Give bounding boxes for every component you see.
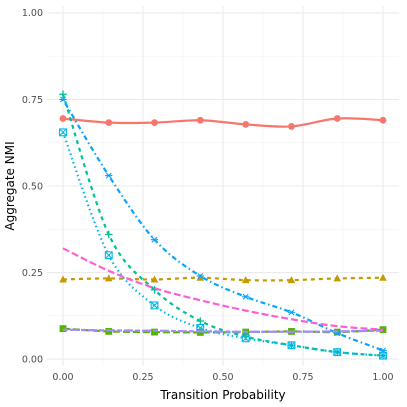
series-5-line [61,131,384,357]
triangle-marker [104,274,113,282]
asterisk-marker [379,347,387,354]
circle-marker [379,116,387,124]
asterisk-marker [150,236,159,243]
series-8-line [62,247,384,331]
circle-marker [105,119,113,127]
square-cross-marker [150,301,159,310]
circle-marker [288,123,295,130]
square-cross-marker [379,351,387,360]
x-tick-label: 1.00 [372,372,393,383]
circle-marker [333,115,341,122]
circle-marker [242,120,250,128]
x-tick-label: 0.50 [212,372,233,383]
square-cross-marker [333,348,342,357]
series-2 [59,273,387,284]
square-marker [151,328,158,336]
major-gridlines [47,6,399,366]
cross-marker [59,90,67,99]
square-cross-marker [59,128,67,137]
series-layer [59,90,387,360]
y-tick-label: 0.50 [22,181,43,192]
series-1 [59,115,387,130]
triangle-marker [241,276,250,284]
series-5 [59,128,387,360]
series-7 [62,328,384,333]
asterisk-marker [242,293,250,300]
asterisk-marker [105,172,113,179]
square-cross-marker [241,334,250,343]
circle-marker [59,115,67,122]
x-axis-title: Transition Probability [159,388,285,402]
triangle-marker [150,275,159,283]
triangle-marker [333,274,342,282]
y-tick-label: 1.00 [22,8,43,19]
x-tick-labels: 0.00 0.25 0.50 0.75 1.00 [52,372,393,383]
triangle-marker [379,273,387,281]
triangle-marker [196,273,205,281]
cross-marker [196,317,205,325]
square-cross-marker [287,341,296,350]
asterisk-marker [59,96,67,103]
series-7-line [62,328,384,333]
asterisk-marker [196,273,204,279]
series-1-line [62,117,384,128]
series-2-line [62,276,384,282]
series-4-line [61,93,384,357]
triangle-marker [287,276,296,284]
circle-marker [196,116,204,124]
triangle-marker [59,275,67,283]
y-tick-label: 0.25 [22,268,43,279]
y-axis-title: Aggregate NMI [3,141,17,230]
square-cross-marker [104,251,113,260]
x-tick-label: 0.25 [132,372,153,383]
series-8 [62,247,384,331]
x-tick-label: 0.00 [52,372,73,383]
circle-marker [151,119,158,127]
square-marker [59,325,67,333]
y-tick-labels: 0.00 0.25 0.50 0.75 1.00 [22,8,43,365]
cross-marker [104,230,113,239]
y-tick-label: 0.00 [22,354,43,365]
x-tick-label: 0.75 [292,372,313,383]
asterisk-marker [287,309,296,316]
y-tick-label: 0.75 [22,95,43,106]
series-6 [59,96,387,354]
